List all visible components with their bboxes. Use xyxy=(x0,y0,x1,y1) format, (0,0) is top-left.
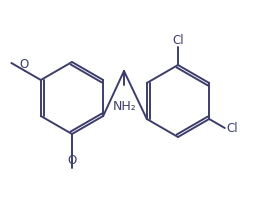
Text: O: O xyxy=(20,58,29,71)
Text: NH₂: NH₂ xyxy=(113,99,137,112)
Text: Cl: Cl xyxy=(227,122,238,135)
Text: O: O xyxy=(67,153,77,166)
Text: Cl: Cl xyxy=(172,34,184,47)
